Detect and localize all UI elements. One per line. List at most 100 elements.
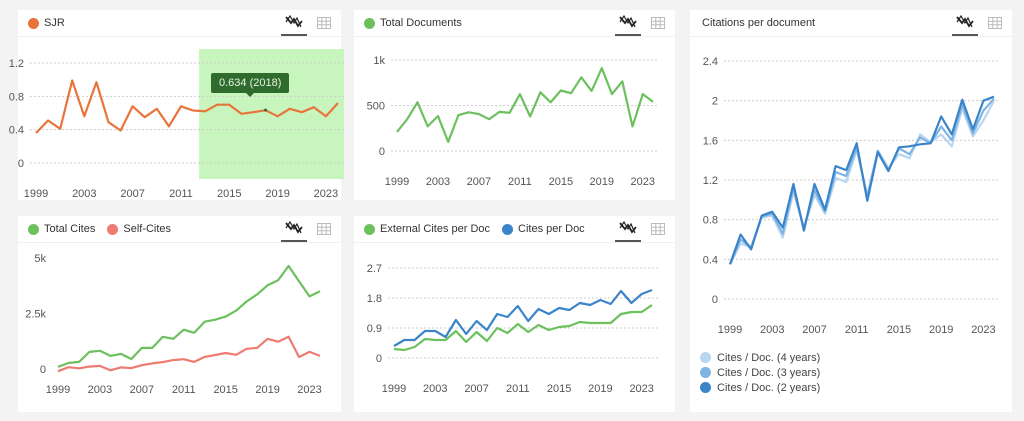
table-grid-icon (317, 223, 331, 235)
y-tick-label: 0 (18, 158, 24, 170)
series-line-total-documents[interactable] (396, 67, 654, 143)
legend-label: SJR (44, 17, 65, 29)
line-chart-view-button[interactable] (281, 220, 307, 242)
view-toggle (281, 14, 333, 36)
x-tick-label: 2007 (467, 176, 491, 188)
legend-item[interactable]: Cites / Doc. (3 years) (700, 365, 820, 380)
x-tick-label: 2003 (760, 324, 784, 336)
x-tick-label: 2007 (120, 188, 144, 200)
view-toggle (952, 14, 1004, 36)
y-tick-label: 1.6 (703, 135, 718, 147)
line-chart-view-button[interactable] (281, 14, 307, 36)
legend-label: External Cites per Doc (380, 223, 491, 235)
table-view-button[interactable] (317, 222, 333, 238)
y-tick-label: 0.4 (703, 254, 718, 266)
chart-legend: Total Cites Self-Cites (28, 223, 171, 235)
y-tick-label: 0.8 (9, 91, 24, 103)
y-tick-label: 2.7 (367, 263, 382, 275)
y-tick-label: 2 (712, 96, 718, 108)
y-tick-label: 1.2 (703, 175, 718, 187)
legend-item[interactable]: External Cites per Doc (364, 223, 490, 235)
table-view-button[interactable] (651, 16, 667, 32)
series-line-total-cites[interactable] (57, 264, 321, 368)
y-tick-label: 0 (376, 353, 382, 365)
panel-header: Citations per document (690, 10, 1012, 37)
x-tick-label: 2003 (72, 188, 96, 200)
x-tick-label: 2007 (464, 383, 488, 395)
series-line-self-cites[interactable] (57, 335, 321, 373)
y-tick-label: 0 (712, 294, 718, 306)
table-grid-icon (651, 223, 665, 235)
legend-dot (364, 17, 375, 29)
chart-legend: SJR (28, 17, 65, 29)
x-tick-label: 2007 (802, 324, 826, 336)
legend-dot (364, 223, 375, 235)
legend-item[interactable]: Cites per Doc (502, 223, 585, 235)
legend-dot (28, 223, 39, 235)
table-view-button[interactable] (988, 16, 1004, 32)
table-view-button[interactable] (317, 16, 333, 32)
series-line-external-cites-per-doc[interactable] (393, 304, 653, 352)
x-tick-label: 2019 (588, 383, 612, 395)
line-chart-view-button[interactable] (615, 220, 641, 242)
line-chart-icon (285, 14, 303, 28)
line-chart-view-button[interactable] (615, 14, 641, 36)
legend-label: Cites per Doc (518, 223, 585, 235)
legend-item[interactable]: Cites / Doc. (2 years) (700, 380, 820, 395)
series-line-sjr[interactable] (35, 79, 339, 134)
x-tick-label: 2015 (547, 383, 571, 395)
legend-item[interactable]: Self-Cites (107, 223, 171, 235)
legend-item[interactable]: Total Cites (28, 223, 95, 235)
line-chart-icon (285, 220, 303, 234)
x-tick-label: 1999 (382, 383, 406, 395)
cites-per-doc-panel: External Cites per Doc Cites per Doc 0 0.… (354, 216, 675, 412)
panel-header: SJR (18, 10, 341, 37)
y-tick-label: 2.4 (703, 56, 718, 68)
total-cites-panel: Total Cites Self-Cites 0 2.5k 5k 1999 2003 20… (18, 216, 341, 412)
panel-header: Total Cites Self-Cites (18, 216, 341, 243)
x-tick-label: 2019 (590, 176, 614, 188)
x-tick-label: 2015 (887, 324, 911, 336)
x-tick-label: 2015 (217, 188, 241, 200)
x-tick-label: 2011 (169, 188, 193, 200)
legend-item[interactable]: SJR (28, 17, 65, 29)
x-tick-label: 2023 (629, 383, 653, 395)
x-tick-label: 2011 (172, 384, 196, 396)
panel-header: Total Documents (354, 10, 675, 37)
series-line-cites-doc-2-years-[interactable] (728, 95, 995, 265)
view-toggle (281, 220, 333, 242)
y-tick-label: 1.8 (367, 293, 382, 305)
y-tick-label: 1k (373, 55, 385, 67)
legend-label: Cites / Doc. (2 years) (717, 381, 821, 394)
x-tick-label: 2003 (426, 176, 450, 188)
table-grid-icon (317, 17, 331, 29)
x-tick-label: 2011 (508, 176, 532, 188)
line-chart-icon (956, 14, 974, 28)
x-tick-label: 2023 (297, 384, 321, 396)
x-tick-label: 2015 (549, 176, 573, 188)
x-tick-label: 2023 (631, 176, 655, 188)
line-chart-icon (619, 14, 637, 28)
table-view-button[interactable] (651, 222, 667, 238)
y-tick-label: 1.2 (9, 58, 24, 70)
x-tick-label: 2003 (423, 383, 447, 395)
sjr-chart: 0 0.4 0.8 1.2 1999 2003 2007 2011 2015 2019 2023 (9, 49, 345, 200)
series-line-cites-per-doc[interactable] (393, 288, 653, 347)
cites-per-doc-chart: 0 0.9 1.8 2.7 1999 2003 2007 2011 2015 2019 2023 (367, 263, 658, 395)
x-tick-label: 1999 (24, 188, 48, 200)
table-grid-icon (988, 17, 1002, 29)
x-tick-label: 2019 (255, 384, 279, 396)
line-chart-icon (619, 220, 637, 234)
x-tick-label: 2019 (265, 188, 289, 200)
y-tick-label: 0.4 (9, 125, 24, 137)
x-tick-label: 1999 (718, 324, 742, 336)
x-tick-label: 1999 (385, 176, 409, 188)
legend-item[interactable]: Total Documents (364, 17, 462, 29)
table-grid-icon (651, 17, 665, 29)
legend-item[interactable]: Cites / Doc. (4 years) (700, 350, 820, 365)
x-tick-label: 2011 (506, 383, 530, 395)
line-chart-view-button[interactable] (952, 14, 978, 36)
chart-tooltip: 0.634 (2018) (211, 73, 290, 97)
x-tick-label: 2023 (314, 188, 338, 200)
legend-dot (502, 223, 514, 235)
